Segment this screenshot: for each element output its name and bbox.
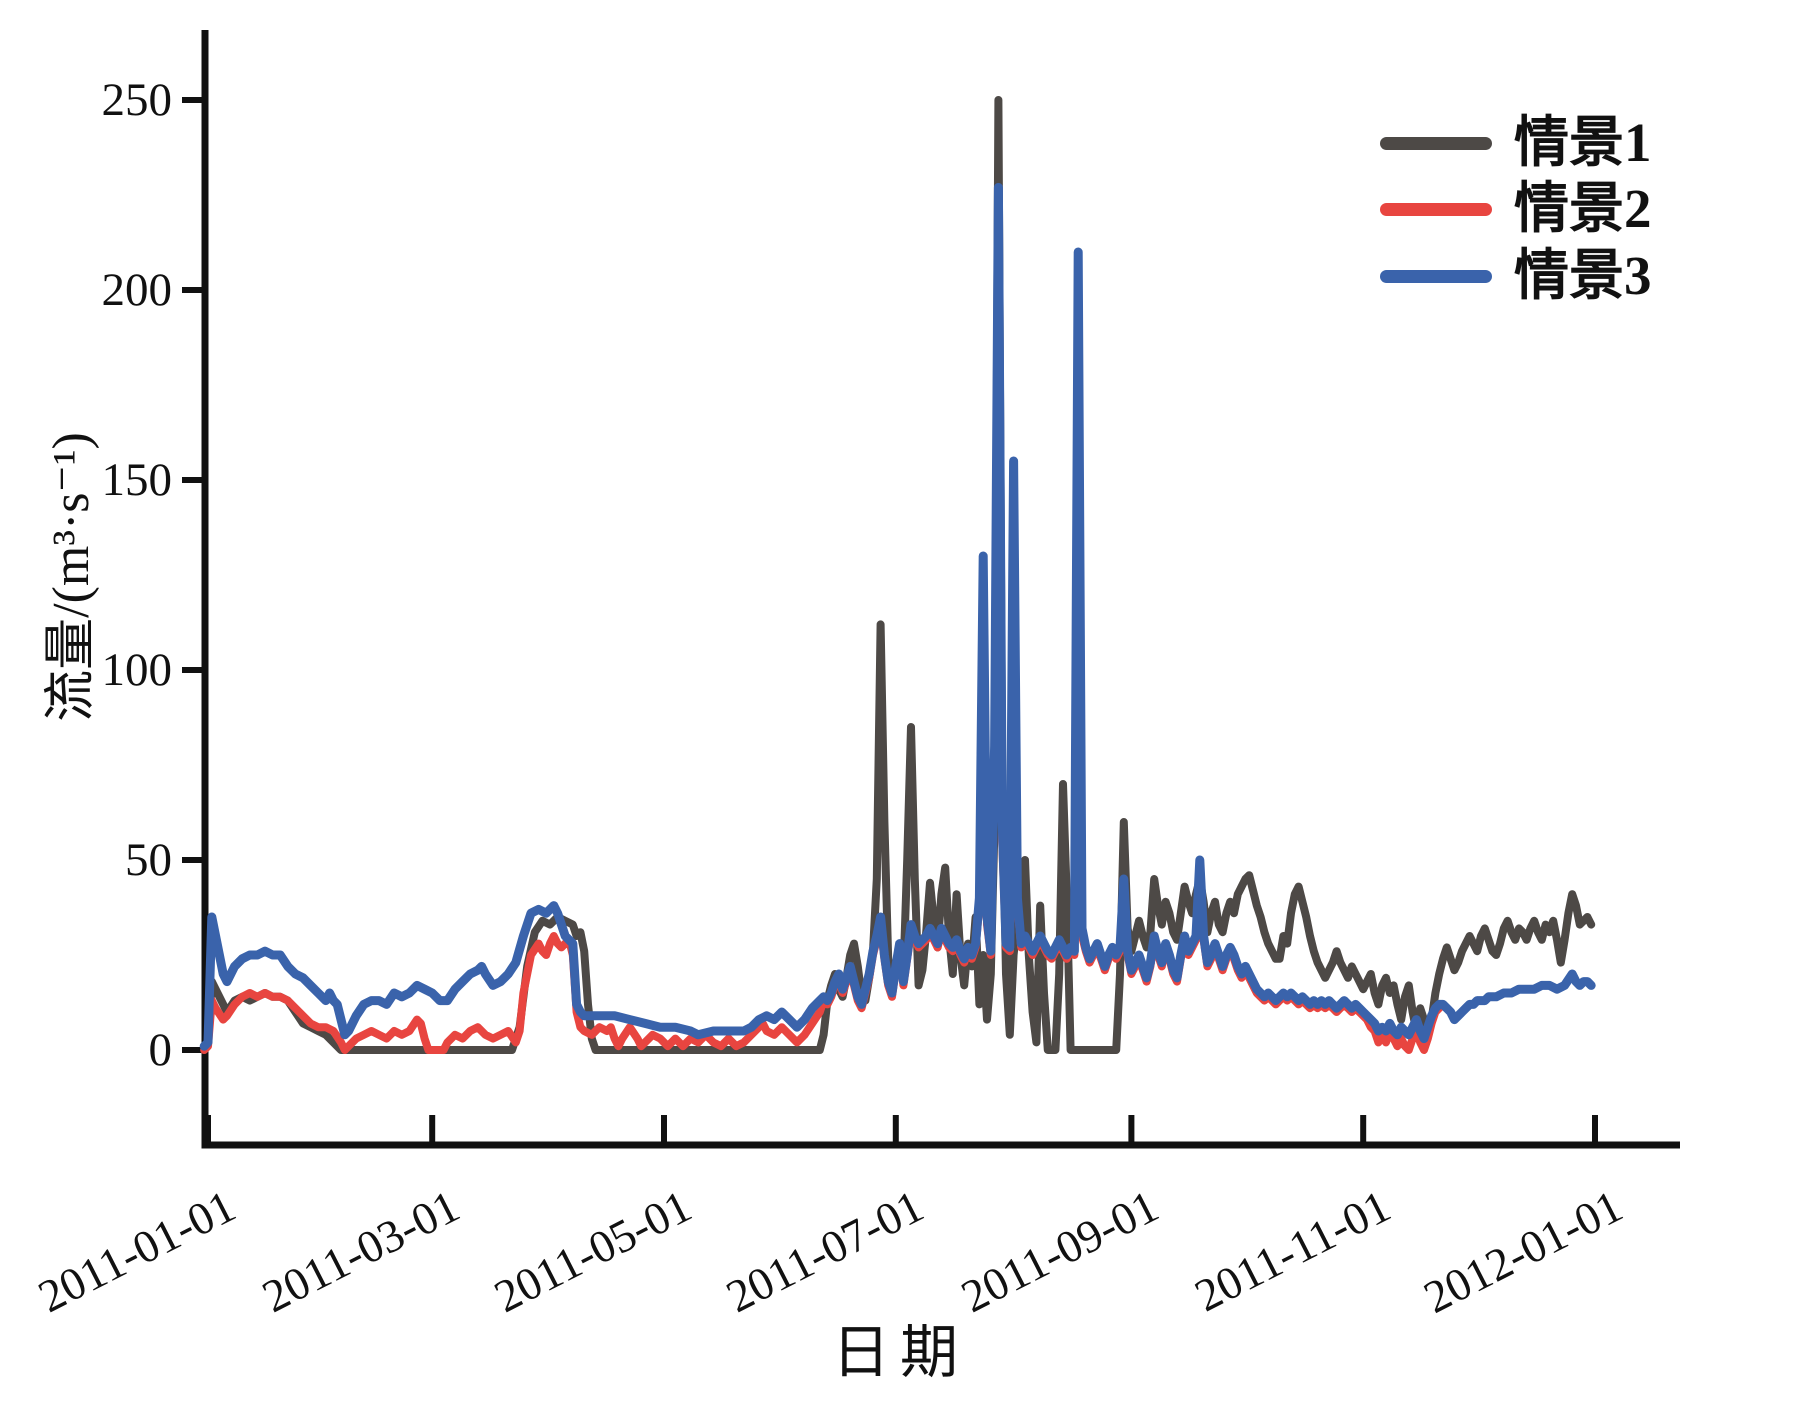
scenario3-line-swatch (1380, 269, 1492, 283)
y-tick-label: 0 (148, 1024, 173, 1076)
scenario2-line-swatch (1380, 202, 1492, 216)
y-axis-title: 流量/(m³·s⁻¹) (43, 432, 100, 722)
legend-item-scenario3: 情景3 (1380, 246, 1652, 306)
scenario1-line-swatch (1380, 136, 1492, 150)
x-axis-title: 日期 (831, 1320, 968, 1385)
y-tick-label: 200 (101, 264, 173, 316)
legend-item-scenario2: 情景2 (1380, 179, 1652, 239)
y-tick-label: 100 (101, 644, 173, 696)
legend-label-scenario3: 情景3 (1514, 245, 1652, 306)
legend-label-scenario2: 情景2 (1514, 178, 1652, 239)
y-tick-label: 50 (125, 834, 172, 886)
legend-item-scenario1: 情景1 (1380, 113, 1652, 173)
legend-label-scenario1: 情景1 (1514, 112, 1652, 173)
series-line-情景2 (200, 286, 1596, 1054)
series-line-情景1 (200, 96, 1596, 1054)
y-tick-label: 150 (101, 454, 173, 506)
series-line-情景3 (199, 182, 1596, 1051)
y-tick-label: 250 (101, 74, 173, 126)
